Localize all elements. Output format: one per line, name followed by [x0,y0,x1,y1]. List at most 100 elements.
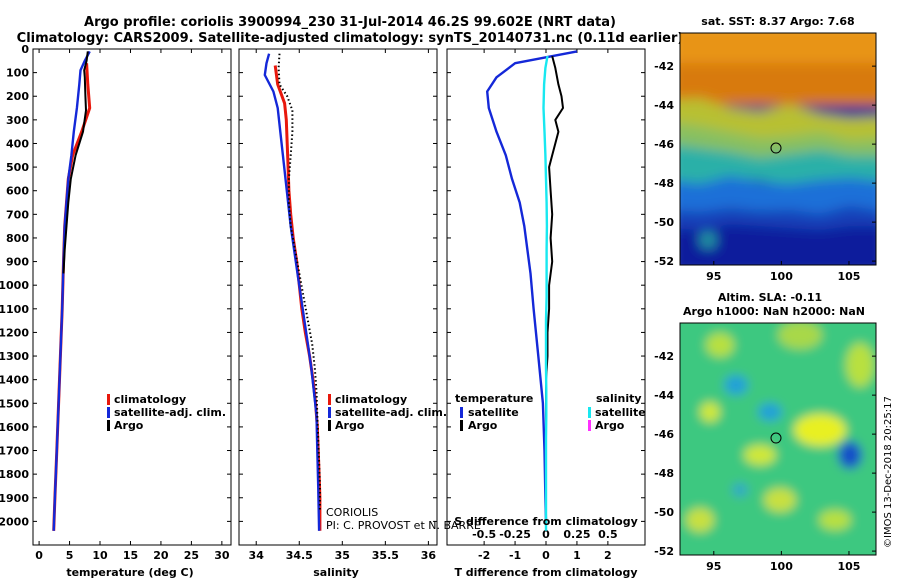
depth-tick-label: 1900 [0,492,29,505]
series-line-satellite-adj-clim- [52,50,91,531]
x2-tick-label: -0.25 [499,528,531,541]
series-line-temperature-satellite [486,50,578,522]
legend-swatch-climatology [107,394,110,405]
sla-map [680,323,876,555]
x2-tick-label: -0.5 [472,528,496,541]
depth-tick-label: 1700 [0,445,29,458]
difference-salinity-legend: salinity satellite Argo [588,392,646,432]
x2-tick-label: 0 [542,528,550,541]
map-y-tick-label: -50 [654,216,674,229]
sla-argo-position-marker [770,432,782,444]
map-x-tick-label: 95 [706,560,721,573]
legend-title-temperature: temperature [455,392,533,405]
figure-title-line-1: Argo profile: coriolis 3900994_230 31-Ju… [84,15,616,30]
map-y-tick-label: -42 [654,350,674,363]
map-y-tick-label: -46 [654,138,674,151]
series-line-argo [62,51,89,274]
t-difference-axis-label: T difference from climatology [454,566,637,579]
depth-tick-label: 2000 [0,515,29,528]
x-tick-label: 20 [153,549,169,562]
source-note-line-1: CORIOLIS [326,506,378,519]
legend-swatch-s-satellite [588,407,591,418]
depth-tick-label: 1200 [0,326,29,339]
legend-swatch-argo [328,420,331,431]
sla-map-title: Altim. SLA: -0.11 [718,291,822,304]
sla-map-subtitle: Argo h1000: NaN h2000: NaN [683,305,865,318]
temperature-plot-frame [32,48,232,546]
map-x-tick-label: 100 [770,560,793,573]
x-tick-label: 5 [66,549,74,562]
series-line-argo [277,53,321,510]
map-y-tick-label: -50 [654,506,674,519]
temperature-legend: climatology satellite-adj. clim. Argo [107,393,226,432]
figure-title-line-2: Climatology: CARS2009. Satellite-adjuste… [17,31,684,46]
temperature-axis-label: temperature (deg C) [66,566,193,579]
sst-map [680,33,876,265]
legend-label-satellite-adj: satellite-adj. clim. [335,406,447,419]
x-tick-label: -1 [509,549,521,562]
x-tick-label: 15 [123,549,138,562]
legend-label-climatology: climatology [335,393,407,406]
legend-swatch-t-argo [460,420,463,431]
depth-tick-label: 800 [6,232,29,245]
depth-tick-label: 200 [6,90,29,103]
x2-tick-label: 0.5 [598,528,618,541]
legend-swatch-s-argo [588,420,591,431]
x-tick-label: 34 [249,549,265,562]
sst-map-title: sat. SST: 8.37 Argo: 7.68 [701,15,854,28]
depth-tick-label: 100 [6,67,29,80]
map-y-tick-label: -44 [654,99,674,112]
x-tick-label: 35 [335,549,350,562]
map-y-tick-label: -48 [654,467,674,480]
depth-tick-label: 1000 [0,279,29,292]
imos-credit: ©IMOS 13-Dec-2018 20:25:17 [883,396,894,548]
depth-tick-label: 300 [6,114,29,127]
depth-tick-label: 1300 [0,350,29,363]
legend-swatch-satellite-adj [328,407,331,418]
legend-label-s-argo: Argo [595,419,625,432]
depth-tick-label: 400 [6,137,29,150]
depth-tick-label: 1500 [0,397,29,410]
source-note-line-2: PI: C. PROVOST et N. BARRE [326,519,481,532]
legend-label-t-satellite: satellite [468,406,519,419]
depth-tick-label: 900 [6,256,29,269]
depth-tick-label: 1100 [0,303,29,316]
map-y-tick-label: -46 [654,428,674,441]
legend-label-satellite-adj: satellite-adj. clim. [114,406,226,419]
series-line-climatology [52,63,92,531]
depth-tick-label: 0 [21,43,29,56]
sst-argo-position-marker [770,142,782,154]
legend-swatch-t-satellite [460,407,463,418]
map-x-tick-label: 105 [837,270,860,283]
depth-tick-label: 1800 [0,468,29,481]
s-difference-axis-label: S difference from climatology [454,515,638,528]
x-tick-label: 30 [214,549,230,562]
legend-label-s-satellite: satellite [595,406,646,419]
x-tick-label: 0 [35,549,43,562]
map-y-tick-label: -52 [654,545,674,558]
map-y-tick-label: -52 [654,255,674,268]
map-x-tick-label: 100 [770,270,793,283]
x-tick-label: 1 [573,549,581,562]
map-x-tick-label: 95 [706,270,721,283]
map-y-tick-label: -48 [654,177,674,190]
sst-map-frame [679,32,877,266]
depth-tick-label: 1600 [0,421,29,434]
legend-label-climatology: climatology [114,393,186,406]
salinity-legend: climatology satellite-adj. clim. Argo [328,393,447,432]
series-line-climatology [273,65,322,531]
map-y-tick-label: -44 [654,389,674,402]
salinity-axis-label: salinity [313,566,359,579]
x-tick-label: 25 [184,549,199,562]
series-line-salinity-satellite [542,55,549,531]
legend-swatch-climatology [328,394,331,405]
map-y-tick-label: -42 [654,60,674,73]
x-tick-label: 34.5 [286,549,313,562]
difference-temperature-legend: temperature satellite Argo [455,392,533,432]
map-x-tick-label: 105 [837,560,860,573]
depth-tick-label: 1400 [0,374,29,387]
legend-label-t-argo: Argo [468,419,498,432]
legend-title-salinity: salinity [596,392,642,405]
x-tick-label: 35.5 [372,549,399,562]
